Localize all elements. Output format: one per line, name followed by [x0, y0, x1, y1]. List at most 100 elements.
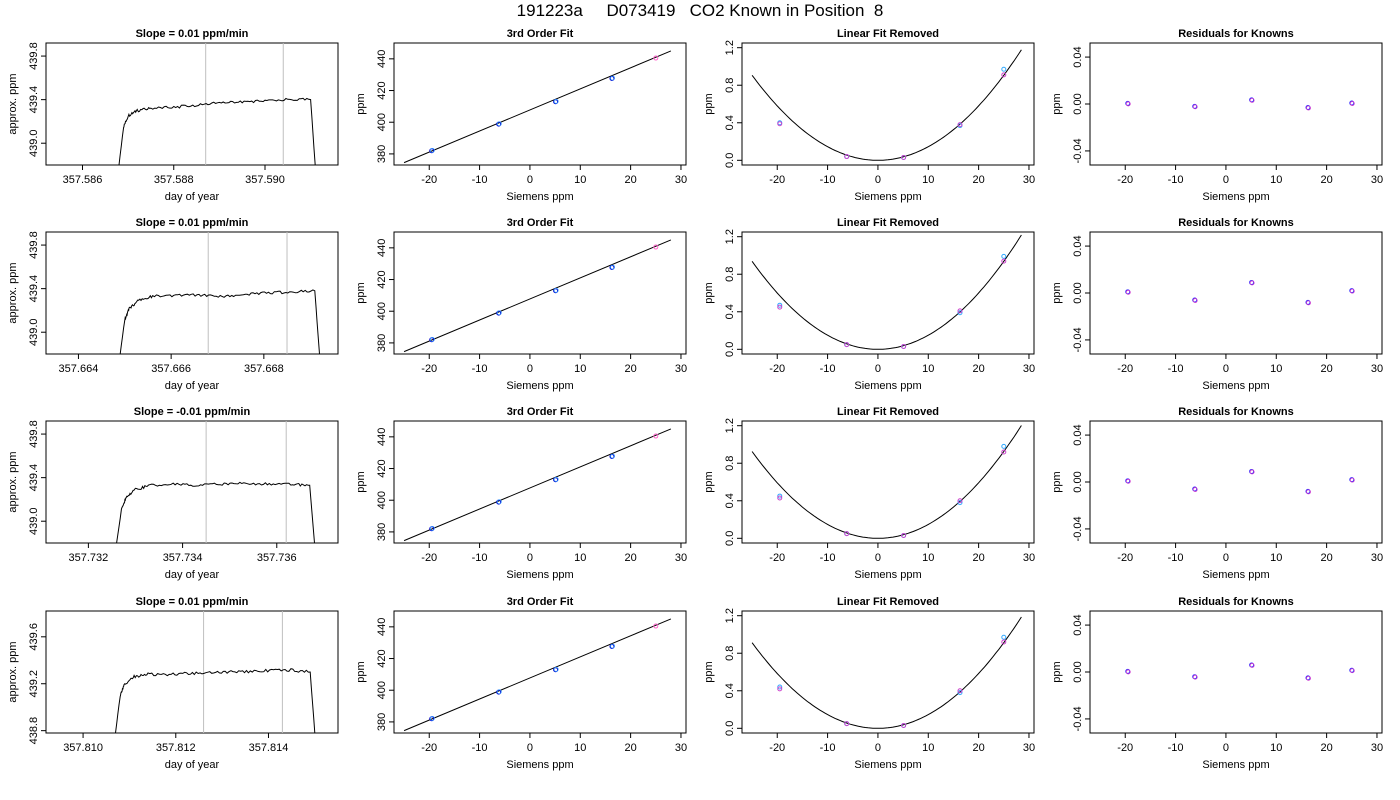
chart-panel-known: Residuals for Knowns -20 -10 0 10 20 30 -0.04 0.… [1051, 217, 1383, 392]
x-tick-label: -20 [769, 174, 785, 186]
y-tick-label: -0.04 [1072, 327, 1084, 352]
plot-title: Linear Fit Removed [837, 217, 939, 229]
plot-title: Linear Fit Removed [837, 596, 939, 608]
data-point-alt [610, 264, 615, 270]
y-tick-label: 420 [376, 459, 388, 477]
x-tick-label: 0 [527, 552, 533, 564]
x-tick-label: 30 [1023, 174, 1035, 186]
y-tick-label: 439.8 [28, 42, 40, 70]
y-tick-label: 0.04 [1072, 614, 1084, 635]
x-tick-label: 30 [1023, 552, 1035, 564]
y-tick-label: 439.0 [28, 318, 40, 346]
chart-panel-known: Residuals for Knowns -20 -10 0 10 20 30 -0.04 0.… [1051, 28, 1383, 203]
x-tick-label: -10 [1168, 552, 1184, 564]
y-axis-label: ppm [355, 471, 367, 492]
plot-frame [45, 420, 339, 544]
x-tick-label: 20 [624, 552, 636, 564]
y-tick-label: 0.0 [724, 721, 736, 736]
plot-area [751, 425, 1022, 539]
data-point [1249, 279, 1255, 285]
y-tick-label: 0.8 [724, 646, 736, 661]
data-point-alt [1249, 469, 1255, 475]
x-tick-label: 357.810 [63, 742, 103, 754]
x-tick-label: 10 [574, 363, 586, 375]
data-point-alt [553, 98, 559, 104]
x-tick-label: 20 [624, 742, 636, 754]
data-point [1001, 634, 1007, 640]
data-point-alt [1001, 639, 1007, 645]
y-tick-label: 380 [376, 145, 388, 163]
data-point-alt [957, 122, 963, 128]
y-tick-label: 1.2 [724, 229, 736, 244]
data-point [777, 684, 783, 690]
data-point-alt [1306, 675, 1311, 681]
x-tick-label: 10 [574, 174, 586, 186]
plot-frame [393, 42, 687, 166]
x-tick-label: -10 [1168, 742, 1184, 754]
y-axis-label: approx. ppm [7, 262, 19, 323]
x-axis-label: day of year [165, 759, 220, 771]
fit-line [403, 50, 672, 164]
data-point-alt [1125, 289, 1131, 295]
data-point [1349, 100, 1355, 106]
page-title: 191223a D073419 CO2 Known in Position 8 [516, 1, 884, 20]
x-tick-label: 0 [875, 552, 881, 564]
x-tick-label: -10 [1168, 363, 1184, 375]
y-tick-label: 0.4 [724, 304, 736, 319]
plot-title: Slope = -0.01 ppm/min [134, 406, 251, 418]
data-point-alt [429, 147, 435, 153]
x-tick-label: 357.732 [69, 552, 109, 564]
x-tick-label: 357.814 [249, 742, 289, 754]
y-tick-label: 380 [376, 713, 388, 731]
data-point-alt [844, 531, 850, 537]
x-tick-label: 357.666 [151, 363, 191, 375]
data-point-alt [1349, 477, 1355, 483]
data-point-alt [610, 75, 615, 81]
plot-area [119, 232, 320, 354]
trace-line [119, 289, 320, 354]
trace-line [118, 97, 316, 165]
x-axis-label: Siemens ppm [1202, 191, 1269, 203]
x-tick-label: 30 [1023, 742, 1035, 754]
data-point-alt [777, 304, 783, 310]
plot-area [403, 618, 672, 732]
x-tick-label: 0 [527, 174, 533, 186]
data-point-alt [496, 499, 502, 505]
plot-area [403, 50, 672, 164]
plot-area [403, 428, 672, 542]
data-point [1305, 488, 1311, 494]
x-tick-label: -10 [820, 363, 836, 375]
plot-frame [1089, 231, 1383, 355]
y-tick-label: 440 [376, 50, 388, 68]
data-point [1349, 667, 1355, 673]
fit-line [403, 618, 672, 732]
fit-line [403, 239, 672, 353]
x-tick-label: 20 [624, 174, 636, 186]
x-tick-label: 30 [675, 174, 687, 186]
x-tick-label: 357.812 [156, 742, 196, 754]
y-tick-label: 0.8 [724, 267, 736, 282]
y-tick-label: 0.00 [1072, 93, 1084, 114]
data-point-alt [1249, 280, 1255, 286]
plot-frame [393, 231, 687, 355]
data-point-alt [1306, 300, 1311, 306]
x-tick-label: 0 [1223, 552, 1229, 564]
plot-title: Residuals for Knowns [1178, 217, 1294, 229]
plot-title: Residuals for Knowns [1178, 406, 1294, 418]
data-point [1125, 478, 1131, 484]
y-tick-label: 0.0 [724, 153, 736, 168]
x-tick-label: -20 [1117, 552, 1133, 564]
data-point-alt [844, 721, 850, 727]
y-tick-label: 0.00 [1072, 282, 1084, 303]
chart-panel-known: Residuals for Knowns -20 -10 0 10 20 30 -0.04 0.… [1051, 406, 1383, 581]
data-point [957, 310, 963, 316]
data-point [653, 55, 659, 61]
fit-curve [751, 49, 1022, 161]
data-point [1192, 674, 1198, 680]
plot-frame [393, 610, 687, 734]
y-axis-label: ppm [355, 661, 367, 682]
y-tick-label: 420 [376, 81, 388, 99]
x-tick-label: 0 [875, 363, 881, 375]
y-tick-label: 0.00 [1072, 661, 1084, 682]
data-point [1249, 97, 1255, 103]
